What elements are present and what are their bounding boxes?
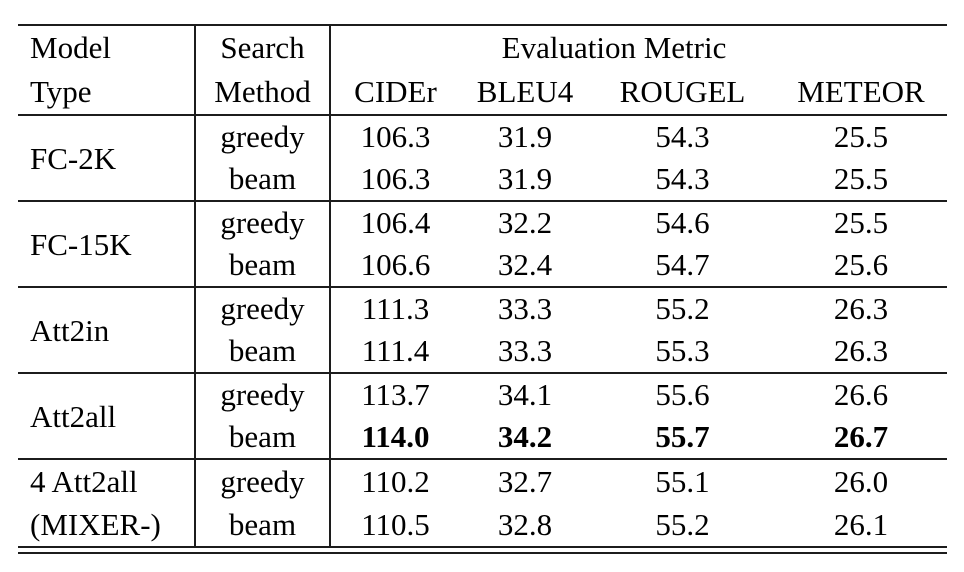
table-row: beam 111.4 33.3 55.3 26.3 xyxy=(18,330,947,373)
value-meteor-best: 26.7 xyxy=(833,419,889,454)
method-cell: beam xyxy=(195,416,331,459)
value-bleu4: 32.8 xyxy=(497,506,553,542)
table-wrapper: Model Type Search Method Evaluation Metr… xyxy=(18,24,947,554)
value-cider: 106.3 xyxy=(360,161,431,196)
header-search-line2: Method xyxy=(214,74,311,109)
method-cell: greedy xyxy=(195,114,331,158)
value-meteor: 25.5 xyxy=(775,114,947,158)
value-cider-best: 114.0 xyxy=(361,419,430,454)
header-search-method: Search Method xyxy=(195,25,331,115)
method-cell: greedy xyxy=(195,372,331,416)
header-model-type: Model Type xyxy=(18,25,196,115)
value-bleu4: 32.2 xyxy=(460,200,590,244)
value-rougel: 55.2 xyxy=(590,286,775,330)
value-cider: 106.3 xyxy=(330,114,460,158)
table-row: FC-15K greedy 106.4 32.2 54.6 25.5 xyxy=(18,200,947,287)
value-meteor: 26.1 xyxy=(833,506,889,542)
value-bleu4: 31.9 xyxy=(497,161,553,196)
model-label: Att2all xyxy=(30,398,117,434)
table-row: Att2in greedy 111.3 33.3 55.2 26.3 xyxy=(18,286,947,373)
value-rougel: 55.1 xyxy=(590,458,775,503)
header-metric-bleu4: BLEU4 xyxy=(476,74,574,109)
value-cider: 111.3 xyxy=(330,286,460,330)
table-row: FC-2K greedy 106.3 31.9 54.3 25.5 xyxy=(18,114,947,201)
model-label: FC-15K xyxy=(30,226,132,262)
method-cell: greedy xyxy=(195,286,331,330)
value-bleu4: 31.9 xyxy=(460,114,590,158)
header-model-line1: Model xyxy=(30,30,111,65)
method-cell: beam xyxy=(195,330,331,373)
value-bleu4: 33.3 xyxy=(497,333,553,368)
table-row: beam 106.3 31.9 54.3 25.5 xyxy=(18,158,947,201)
results-table: Model Type Search Method Evaluation Metr… xyxy=(18,24,947,548)
value-meteor: 26.6 xyxy=(775,372,947,416)
value-bleu4: 32.7 xyxy=(460,458,590,503)
value-meteor: 25.5 xyxy=(775,200,947,244)
value-rougel: 54.3 xyxy=(590,114,775,158)
model-label: FC-2K xyxy=(30,140,117,176)
value-cider: 110.5 xyxy=(361,506,430,542)
value-rougel: 54.3 xyxy=(655,161,710,196)
table-row-best: beam 114.0 34.2 55.7 26.7 xyxy=(18,416,947,459)
model-label-line2: (MIXER-) xyxy=(30,507,161,542)
method-cell: beam xyxy=(195,244,331,287)
table-row: 4 Att2all (MIXER-) greedy 110.2 32.7 55.… xyxy=(18,458,947,547)
value-rougel: 55.6 xyxy=(590,372,775,416)
method-cell: beam xyxy=(195,158,331,201)
value-cider: 111.4 xyxy=(361,333,430,368)
header-metric-rougel: ROUGEL xyxy=(619,74,746,109)
method-cell: beam xyxy=(195,503,331,547)
header-row-1: Model Type Search Method Evaluation Metr… xyxy=(18,25,947,115)
header-metric-cider: CIDEr xyxy=(354,74,437,109)
model-cell-att2in: Att2in xyxy=(18,286,196,373)
model-cell-fc15k: FC-15K xyxy=(18,200,196,287)
value-meteor: 25.5 xyxy=(833,161,889,196)
model-cell-4att2all-mixer: 4 Att2all (MIXER-) xyxy=(18,458,196,547)
value-cider: 106.6 xyxy=(360,247,431,282)
value-bleu4: 34.1 xyxy=(460,372,590,416)
header-metric-meteor: METEOR xyxy=(797,74,925,109)
value-rougel-best: 55.7 xyxy=(655,419,710,454)
value-rougel: 54.6 xyxy=(590,200,775,244)
value-bleu4-best: 34.2 xyxy=(497,419,553,454)
model-label: 4 Att2all xyxy=(30,464,138,499)
header-evaluation-metric: Evaluation Metric xyxy=(501,30,727,65)
value-cider: 110.2 xyxy=(330,458,460,503)
model-label: Att2in xyxy=(30,312,110,348)
value-meteor: 26.3 xyxy=(775,286,947,330)
value-meteor: 25.6 xyxy=(833,247,889,282)
value-meteor: 26.0 xyxy=(775,458,947,503)
header-search-line1: Search xyxy=(220,30,305,65)
header-model-line2: Type xyxy=(30,74,92,109)
value-cider: 113.7 xyxy=(330,372,460,416)
table-row: beam 106.6 32.4 54.7 25.6 xyxy=(18,244,947,287)
model-cell-att2all: Att2all xyxy=(18,372,196,459)
value-bleu4: 32.4 xyxy=(497,247,553,282)
table-row: beam 110.5 32.8 55.2 26.1 xyxy=(18,503,947,547)
header-row-2: CIDEr BLEU4 ROUGEL METEOR xyxy=(18,70,947,115)
value-cider: 106.4 xyxy=(330,200,460,244)
value-meteor: 26.3 xyxy=(833,333,889,368)
value-rougel: 55.3 xyxy=(655,333,710,368)
method-cell: greedy xyxy=(195,200,331,244)
value-rougel: 55.2 xyxy=(655,506,710,542)
value-rougel: 54.7 xyxy=(655,247,710,282)
value-bleu4: 33.3 xyxy=(460,286,590,330)
double-rule-bottom xyxy=(18,548,947,554)
method-cell: greedy xyxy=(195,458,331,503)
table-row: Att2all greedy 113.7 34.1 55.6 26.6 xyxy=(18,372,947,459)
model-cell-fc2k: FC-2K xyxy=(18,114,196,201)
